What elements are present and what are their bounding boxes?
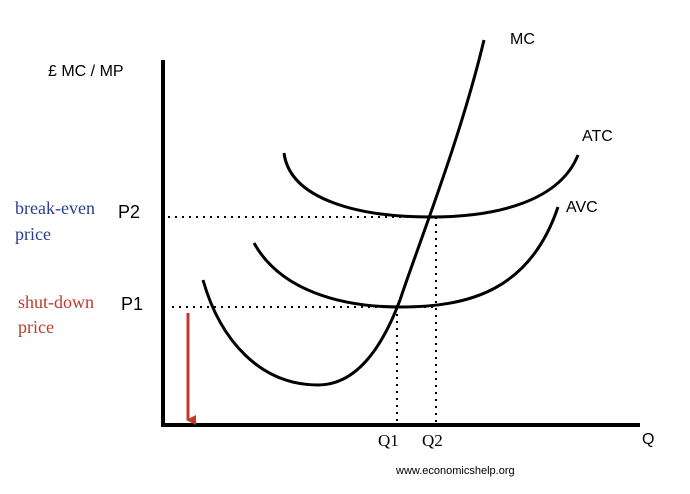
mc-curve — [201, 39, 486, 387]
avc-label: AVC — [566, 199, 598, 216]
shut-down-note: shut-down — [18, 292, 94, 312]
p1-label: P1 — [121, 294, 143, 314]
shut-down-note: price — [18, 317, 54, 337]
footer: www.economicshelp.org — [395, 465, 515, 477]
break-even-note: price — [15, 224, 51, 244]
q1-label: Q1 — [378, 431, 399, 450]
atc-curve — [282, 152, 580, 219]
x-axis-label: Q — [642, 431, 654, 448]
break-even-note: break-even — [15, 198, 95, 218]
mc-label: MC — [510, 31, 535, 48]
q2-label: Q2 — [422, 431, 443, 450]
p2-label: P2 — [118, 202, 140, 222]
y-axis-label: £ MC / MP — [48, 63, 124, 80]
atc-label: ATC — [582, 128, 613, 145]
avc-curve — [252, 206, 560, 309]
